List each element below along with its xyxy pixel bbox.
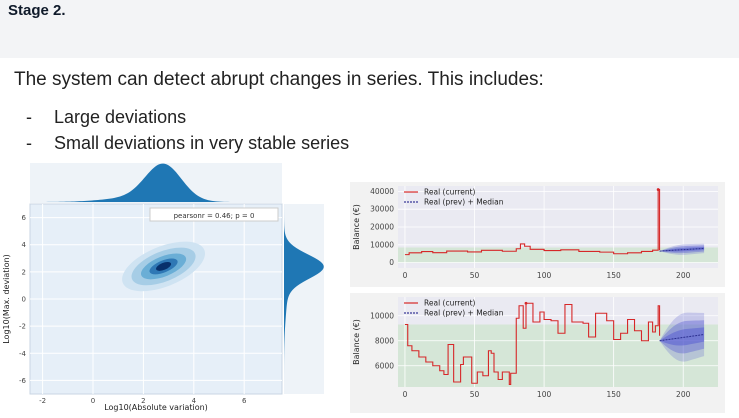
y-tick-label: 0 bbox=[389, 258, 394, 267]
density-contour bbox=[156, 262, 172, 271]
x-tick-label: 6 bbox=[242, 397, 247, 405]
stage-label: Stage 2. bbox=[8, 2, 66, 19]
y-tick-label: -4 bbox=[19, 350, 27, 358]
x-tick-label: 0 bbox=[91, 397, 95, 405]
x-tick-label: 50 bbox=[470, 271, 480, 280]
y-tick-label: 10000 bbox=[370, 311, 394, 320]
x-tick-label: 100 bbox=[537, 271, 552, 280]
y-tick-label: 2 bbox=[22, 268, 26, 276]
legend-label-real-prev: Real (prev) + Median bbox=[424, 309, 504, 318]
y-tick-label: 20000 bbox=[370, 223, 394, 232]
y-tick-label: 6 bbox=[22, 214, 27, 222]
legend-label-real-current: Real (current) bbox=[424, 299, 476, 308]
x-tick-label: 50 bbox=[470, 390, 480, 399]
bullet-marker: - bbox=[26, 133, 32, 153]
y-tick-label: -2 bbox=[19, 323, 26, 331]
x-tick-label: 2 bbox=[141, 397, 145, 405]
bullet-text: Large deviations bbox=[54, 107, 187, 127]
y-axis-label: Log10(Max. deviation) bbox=[2, 254, 11, 344]
marginal-x-density bbox=[30, 163, 282, 202]
legend: Real (current)Real (prev) + Median bbox=[404, 299, 504, 318]
y-tick-labels: -6 -4 -2 0 2 4 6 bbox=[19, 214, 27, 385]
y-tick-label: 6000 bbox=[375, 361, 394, 370]
legend: Real (current)Real (prev) + Median bbox=[404, 188, 504, 207]
forecast-band bbox=[659, 246, 705, 252]
joint-density-chart: pearsonr = 0.46; p = 0 -2 0 2 4 6 -6 -4 -2 0 2 4 6… bbox=[2, 163, 324, 412]
annotation-box bbox=[149, 207, 279, 222]
y-tick-label: 10000 bbox=[370, 240, 394, 249]
x-tick-label: -2 bbox=[39, 397, 46, 405]
bullet-text: Small deviations in very stable series bbox=[54, 133, 350, 153]
pearson-annotation: pearsonr = 0.46; p = 0 bbox=[174, 212, 255, 220]
marginal-y-background bbox=[284, 204, 324, 394]
legend-label-real-prev: Real (prev) + Median bbox=[424, 198, 504, 207]
x-tick-label: 4 bbox=[192, 397, 197, 405]
y-axis-label: Balance (€) bbox=[352, 319, 361, 365]
x-tick-label: 100 bbox=[537, 390, 552, 399]
legend-label-real-current: Real (current) bbox=[424, 188, 476, 197]
balance-chart-bottom: 0 50 100 150 200 6000 8000 10000 Real (current)R… bbox=[350, 293, 725, 413]
y-tick-label: -6 bbox=[19, 377, 27, 385]
anomaly-point bbox=[656, 188, 660, 191]
joint-grid bbox=[30, 204, 282, 394]
anomaly-point bbox=[524, 301, 528, 305]
bullet-item-2: - Small deviations in very stable series bbox=[26, 133, 349, 154]
series-line-real-current bbox=[404, 302, 661, 386]
y-tick-label: 0 bbox=[22, 296, 26, 304]
bullet-marker: - bbox=[26, 107, 32, 127]
x-tick-label: 150 bbox=[606, 271, 621, 280]
bullet-item-1: - Large deviations bbox=[26, 107, 186, 128]
series-line-real-current bbox=[404, 189, 661, 256]
y-tick-label: 8000 bbox=[375, 336, 394, 345]
x-tick-label: 0 bbox=[403, 271, 408, 280]
lead-text: The system can detect abrupt changes in … bbox=[14, 69, 544, 90]
normal-range-band bbox=[398, 247, 718, 263]
forecast-band bbox=[659, 327, 705, 346]
x-tick-label: 0 bbox=[403, 390, 408, 399]
y-tick-label: 30000 bbox=[370, 205, 394, 214]
density-blob bbox=[122, 241, 206, 292]
x-axis-label: Log10(Absolute variation) bbox=[104, 403, 208, 412]
y-tick-label: 4 bbox=[22, 241, 27, 249]
x-tick-label: 150 bbox=[606, 390, 621, 399]
x-tick-labels: -2 0 2 4 6 bbox=[39, 397, 247, 405]
median-line bbox=[659, 247, 705, 252]
median-line bbox=[659, 334, 705, 342]
slide-header-bar bbox=[0, 0, 739, 58]
x-tick-label: 200 bbox=[676, 271, 691, 280]
y-tick-label: 40000 bbox=[370, 187, 394, 196]
marginal-y-density bbox=[284, 204, 324, 394]
normal-range-band bbox=[398, 324, 718, 387]
x-tick-label: 200 bbox=[676, 390, 691, 399]
y-axis-label: Balance (€) bbox=[352, 204, 361, 250]
balance-chart-top: 0 50 100 150 200 0 10000 20000 30000 40000 Real (c… bbox=[350, 182, 725, 287]
